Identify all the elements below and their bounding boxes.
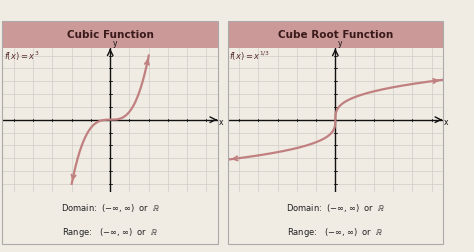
Text: Cube Root Function: Cube Root Function <box>278 30 393 40</box>
Text: Cubic Function: Cubic Function <box>67 30 154 40</box>
Text: Domain:  $(-\infty,\infty)$  or  $\mathbb{R}$: Domain: $(-\infty,\infty)$ or $\mathbb{R… <box>286 202 385 214</box>
Text: Domain:  $(-\infty,\infty)$  or  $\mathbb{R}$: Domain: $(-\infty,\infty)$ or $\mathbb{R… <box>61 202 160 214</box>
Text: x: x <box>444 118 449 128</box>
Text: Range:   $(-\infty,\infty)$  or  $\mathbb{R}$: Range: $(-\infty,\infty)$ or $\mathbb{R}… <box>287 226 383 239</box>
Text: y: y <box>338 39 343 48</box>
Text: x: x <box>219 118 224 128</box>
Text: $f(x) = x^3$: $f(x) = x^3$ <box>4 50 40 63</box>
Text: Range:   $(-\infty,\infty)$  or  $\mathbb{R}$: Range: $(-\infty,\infty)$ or $\mathbb{R}… <box>62 226 158 239</box>
Text: y: y <box>113 39 118 48</box>
Text: $f(x) = x^{1/3}$: $f(x) = x^{1/3}$ <box>229 50 271 63</box>
